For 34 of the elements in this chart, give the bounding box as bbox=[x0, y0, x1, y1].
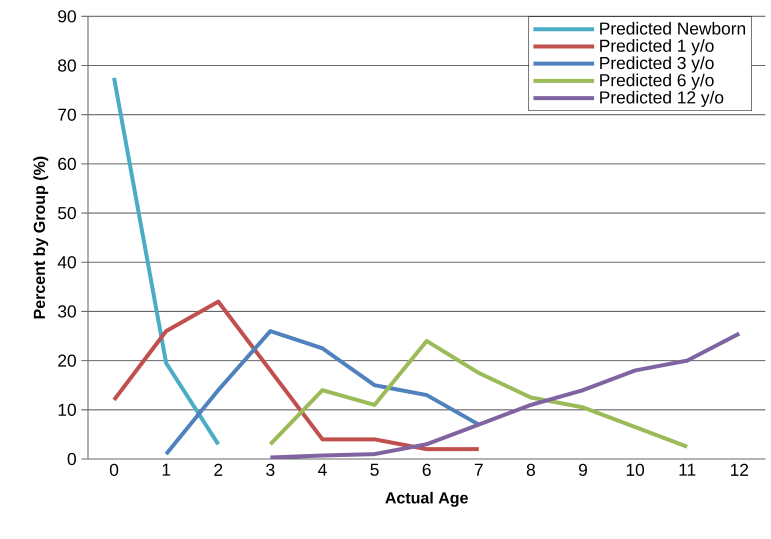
y-tick-label: 50 bbox=[58, 206, 76, 220]
y-axis-title: Percent by Group (%) bbox=[33, 156, 48, 318]
y-tick-label: 90 bbox=[58, 10, 76, 22]
line-series bbox=[268, 338, 690, 449]
x-tick-label: 0 bbox=[110, 464, 118, 476]
x-tick-label: 9 bbox=[578, 464, 587, 476]
line-series bbox=[164, 329, 481, 456]
line-series bbox=[268, 332, 742, 460]
legend-label: Predicted 12 y/o bbox=[600, 90, 724, 107]
line-series bbox=[112, 300, 481, 452]
legend-label: Predicted 3 y/o bbox=[600, 56, 714, 73]
x-tick-label: 8 bbox=[526, 464, 535, 476]
x-tick-label: 1 bbox=[162, 464, 170, 476]
x-tick-label: 3 bbox=[266, 464, 274, 476]
legend-label: Predicted 1 y/o bbox=[600, 39, 714, 56]
x-axis-title: Actual Age bbox=[385, 492, 468, 507]
legend-label: Predicted Newborn bbox=[600, 22, 746, 35]
y-tick-label: 20 bbox=[58, 354, 76, 367]
x-tick-label: 11 bbox=[680, 464, 696, 476]
x-tick-label: 5 bbox=[370, 464, 379, 476]
y-tick-label: 40 bbox=[58, 256, 76, 268]
y-tick-label: 0 bbox=[68, 452, 76, 466]
y-tick-label: 30 bbox=[58, 305, 76, 318]
legend-label: Predicted 6 y/o bbox=[600, 74, 714, 90]
x-tick-label: 6 bbox=[422, 464, 431, 476]
x-tick-label: 10 bbox=[626, 464, 644, 476]
x-tick-label: 7 bbox=[474, 464, 483, 476]
x-tick-label: 2 bbox=[214, 464, 222, 476]
x-tick-label: 4 bbox=[318, 464, 327, 476]
x-tick-label: 12 bbox=[730, 464, 748, 476]
y-tick-label: 10 bbox=[58, 404, 76, 416]
y-tick-label: 60 bbox=[58, 158, 76, 170]
y-tick-label: 80 bbox=[58, 59, 76, 72]
y-tick-label: 70 bbox=[58, 108, 76, 121]
